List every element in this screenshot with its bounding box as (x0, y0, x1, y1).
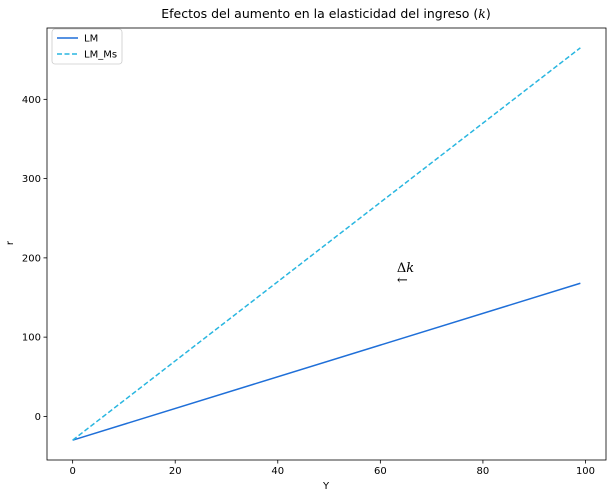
chart-title-suffix: ) (486, 6, 491, 21)
annotation: Δk← (397, 261, 414, 288)
x-tick-label: 100 (576, 466, 595, 477)
plot-frame (46, 27, 607, 461)
annotation-arrow: ← (397, 273, 408, 288)
x-axis-label: Y (322, 481, 330, 492)
y-axis-label: r (5, 240, 16, 245)
y-tick-label: 200 (22, 253, 41, 264)
y-tick-label: 400 (22, 95, 41, 106)
legend-label: LM_Ms (84, 50, 117, 61)
x-tick-label: 0 (69, 466, 75, 477)
chart-title-symbol: k (478, 6, 486, 21)
x-axis-ticks: 0 20 40 60 80 100 (69, 460, 595, 477)
y-tick-label: 300 (22, 174, 41, 185)
chart-title-prefix: Efectos del aumento en la elasticidad de… (161, 6, 478, 21)
series-line-lm-ms (72, 47, 581, 441)
chart-title: Efectos del aumento en la elasticidad de… (161, 6, 491, 21)
annotation-delta-k: Δk (397, 261, 414, 276)
y-tick-label: 100 (22, 333, 41, 344)
x-tick-label: 80 (477, 466, 490, 477)
y-tick-label: 0 (35, 412, 41, 423)
series-line-lm (72, 282, 581, 441)
legend-label: LM (84, 34, 98, 45)
x-tick-label: 20 (169, 466, 182, 477)
x-tick-label: 60 (374, 466, 387, 477)
series-layer (72, 47, 581, 441)
y-axis-ticks: 0 100 200 300 400 (22, 95, 47, 423)
legend: LM LM_Ms (51, 28, 123, 65)
x-tick-label: 40 (271, 466, 284, 477)
plot-area (46, 27, 607, 461)
